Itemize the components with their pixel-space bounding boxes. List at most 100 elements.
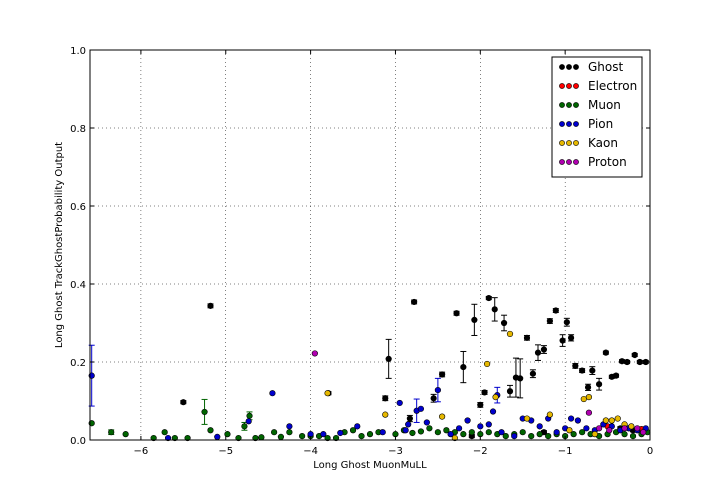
- data-point: [523, 415, 531, 422]
- data-point: [382, 411, 389, 418]
- data-point: [583, 425, 590, 432]
- data-point: [477, 401, 484, 409]
- data-point: [320, 431, 327, 438]
- x-tick-label: −5: [218, 446, 233, 457]
- data-point: [311, 350, 318, 357]
- data-point: [439, 371, 446, 378]
- legend-label: Pion: [588, 117, 613, 131]
- data-point: [585, 394, 593, 401]
- legend-item: Electron: [559, 79, 637, 93]
- data-point: [258, 434, 265, 441]
- data-point: [492, 394, 499, 401]
- data-point: [443, 427, 450, 434]
- data-point: [423, 419, 430, 426]
- legend-label: Electron: [588, 79, 637, 93]
- legend-marker: [559, 64, 565, 70]
- data-point: [471, 316, 478, 323]
- legend-marker: [559, 83, 565, 89]
- data-point: [434, 429, 441, 436]
- data-point: [180, 399, 187, 406]
- data-point: [629, 433, 637, 440]
- data-point: [354, 423, 361, 430]
- legend-marker: [573, 159, 579, 165]
- legend-marker: [566, 83, 572, 89]
- data-point: [455, 425, 463, 432]
- data-point: [366, 431, 374, 438]
- data-point: [358, 433, 365, 440]
- data-point: [286, 423, 293, 430]
- data-point: [500, 319, 508, 327]
- data-point: [447, 431, 454, 438]
- data-point: [430, 395, 437, 402]
- data-point: [324, 390, 331, 397]
- data-point: [517, 375, 524, 382]
- data-point: [150, 434, 157, 442]
- data-point: [299, 433, 306, 440]
- data-point: [161, 429, 168, 436]
- data-point: [567, 415, 575, 422]
- y-tick-label: 0.6: [70, 202, 86, 213]
- data-point: [426, 425, 433, 432]
- data-point: [207, 302, 214, 309]
- y-tick-label: 1.0: [70, 46, 86, 57]
- series-muon: [88, 398, 651, 442]
- data-point: [566, 427, 573, 434]
- data-point: [277, 433, 285, 440]
- data-point: [546, 411, 553, 418]
- x-tick-label: −6: [134, 446, 149, 457]
- data-point: [214, 433, 221, 440]
- data-point: [245, 418, 252, 425]
- data-point: [589, 367, 596, 374]
- legend-label: Muon: [588, 98, 621, 112]
- x-tick-label: −2: [473, 446, 488, 457]
- data-point: [108, 429, 115, 436]
- data-point: [241, 423, 248, 430]
- data-point: [485, 429, 492, 436]
- data-point: [485, 421, 492, 428]
- y-axis-label: Long Ghost TrackGhostProbability Output: [54, 142, 65, 348]
- legend-item: Proton: [559, 155, 627, 169]
- data-point: [536, 423, 543, 430]
- legend-marker: [566, 159, 572, 165]
- data-point: [595, 381, 603, 388]
- data-point: [379, 429, 386, 436]
- data-point: [235, 434, 242, 442]
- data-point: [460, 431, 467, 438]
- legend-item: Muon: [559, 98, 621, 112]
- data-point: [382, 395, 389, 402]
- data-point: [252, 434, 259, 442]
- data-point: [337, 429, 344, 437]
- x-tick-label: −1: [558, 446, 573, 457]
- legend-marker: [573, 102, 579, 108]
- data-point: [332, 434, 340, 442]
- axis-ticks: −6 −5 −4 −3 −2 −1 0 0.0 0.2 0.4 0.6 0.8 1.0: [70, 46, 653, 457]
- legend-marker: [559, 140, 565, 146]
- data-point: [396, 399, 403, 407]
- data-point: [591, 431, 598, 438]
- legend-marker: [559, 102, 565, 108]
- data-point: [602, 349, 609, 356]
- data-point: [634, 425, 641, 432]
- data-point: [540, 346, 548, 353]
- legend-label: Kaon: [588, 136, 618, 150]
- data-point: [498, 429, 505, 436]
- y-tick-label: 0.2: [70, 358, 86, 369]
- data-point: [122, 431, 129, 438]
- data-point: [439, 413, 446, 420]
- x-tick-label: −3: [388, 446, 403, 457]
- data-point: [491, 306, 498, 313]
- legend-label: Proton: [588, 155, 627, 169]
- data-point: [552, 307, 559, 314]
- data-point: [519, 429, 526, 436]
- data-point: [584, 384, 592, 391]
- data-point: [628, 423, 635, 430]
- y-tick-label: 0.8: [70, 124, 86, 135]
- data-point: [618, 358, 626, 365]
- data-point: [201, 408, 208, 416]
- data-point: [559, 337, 566, 344]
- legend-box: [551, 56, 643, 178]
- legend-label: Ghost: [588, 60, 623, 74]
- data-point: [631, 351, 638, 359]
- data-point: [453, 310, 460, 317]
- data-point: [385, 355, 392, 362]
